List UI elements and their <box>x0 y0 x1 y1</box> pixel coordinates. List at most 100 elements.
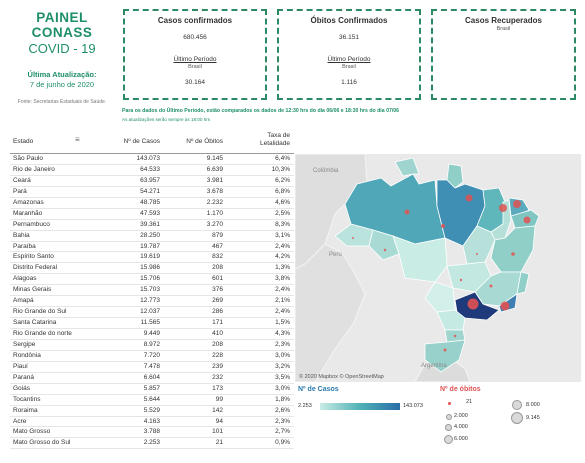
table-row[interactable]: Mato Grosso do Sul 2.253 21 0,9% <box>10 438 294 450</box>
death-bubble[interactable] <box>489 284 493 288</box>
cell-cases: 28.250 <box>140 231 160 239</box>
death-bubble[interactable] <box>383 248 387 252</box>
cell-state: Pernambuco <box>13 220 50 228</box>
cell-state: Paraná <box>13 373 34 381</box>
table-row[interactable]: Maranhão 47.593 1.170 2,5% <box>10 209 294 220</box>
table-row[interactable]: Distrito Federal 15.986 208 1,3% <box>10 263 294 275</box>
table-row[interactable]: Amazonas 48.785 2.232 4,6% <box>10 198 294 209</box>
cell-state: Rio Grande do Sul <box>13 308 67 316</box>
table-row[interactable]: Rio Grande do norte 9.449 410 4,3% <box>10 329 294 340</box>
cell-deaths: 3.270 <box>206 220 223 228</box>
death-bubble[interactable] <box>404 209 410 215</box>
cell-cases: 64.533 <box>140 165 160 173</box>
table-row[interactable]: Espírito Santo 19.619 832 4,2% <box>10 252 294 264</box>
column-header-rate[interactable]: Taxa de Letalidade <box>260 132 290 147</box>
death-bubble[interactable] <box>352 237 354 239</box>
cases-color-scale <box>320 403 400 410</box>
state-rio-grande-do-sul[interactable] <box>424 339 466 373</box>
table-row[interactable]: Pernambuco 39.361 3.270 8,3% <box>10 220 294 231</box>
cell-state: Pará <box>13 187 27 195</box>
table-row[interactable]: Sergipe 8.972 208 2,3% <box>10 340 294 351</box>
cell-deaths: 467 <box>212 242 223 250</box>
cell-deaths: 9.145 <box>206 155 223 162</box>
table-row[interactable]: Bahia 28.250 879 3,1% <box>10 231 294 242</box>
table-row[interactable]: Mato Grosso 3.788 101 2,7% <box>10 427 294 439</box>
cell-rate: 2,6% <box>275 406 290 414</box>
death-bubble[interactable] <box>499 204 507 212</box>
cell-rate: 2,3% <box>275 340 290 348</box>
table-row[interactable]: Rio Grande do Sul 12.037 286 2,4% <box>10 307 294 319</box>
cell-state: Acre <box>13 417 27 425</box>
death-bubble[interactable] <box>459 278 463 282</box>
table-row[interactable]: Roraima 5.529 142 2,6% <box>10 406 294 417</box>
table-row[interactable]: Santa Catarina 11.565 171 1,5% <box>10 318 294 329</box>
update-notice: Para os dados do Último Período, estão c… <box>122 108 562 122</box>
deaths-size-label: 6.000 <box>454 436 468 442</box>
cell-deaths: 142 <box>212 406 223 414</box>
cell-state: Minas Gerais <box>13 286 52 294</box>
table-row[interactable]: Rondônia 7.720 228 3,0% <box>10 351 294 362</box>
death-bubble[interactable] <box>523 216 531 224</box>
table-row[interactable]: São Paulo 143.073 9.145 6,4% <box>10 154 294 165</box>
brazil-map[interactable]: Colômbia Peru Argentina © 2020 Mapbox © … <box>295 154 581 382</box>
state-bahia[interactable] <box>490 225 536 273</box>
cell-deaths: 879 <box>212 231 223 239</box>
state-mato-grosso[interactable] <box>392 235 448 283</box>
death-bubble[interactable] <box>513 200 521 208</box>
table-row[interactable]: Acre 4.163 94 2,3% <box>10 417 294 428</box>
death-bubble[interactable] <box>476 253 478 255</box>
table-row[interactable]: Paraíba 19.787 467 2,4% <box>10 242 294 253</box>
sort-filter-icon[interactable]: ≡ <box>75 135 80 144</box>
death-bubble[interactable] <box>511 252 515 256</box>
cell-state: São Paulo <box>13 155 43 162</box>
table-row[interactable]: Alagoas 15.706 601 3,8% <box>10 274 294 286</box>
cell-cases: 54.271 <box>140 187 160 195</box>
cell-rate: 1,3% <box>275 264 290 272</box>
table-row[interactable]: Paraná 6.604 232 3,5% <box>10 373 294 384</box>
state-espirito-santo[interactable] <box>516 271 530 295</box>
cell-deaths: 832 <box>212 253 223 261</box>
cell-state: Distrito Federal <box>13 264 58 272</box>
cell-rate: 2,4% <box>275 286 290 294</box>
table-row[interactable]: Tocantins 5.644 99 1,8% <box>10 395 294 406</box>
table-row[interactable]: Piauí 7.478 239 3,2% <box>10 362 294 373</box>
column-header-cases[interactable]: Nº de Casos <box>123 138 160 145</box>
cell-deaths: 99 <box>215 395 223 403</box>
cell-deaths: 269 <box>212 297 223 305</box>
state-amapa[interactable] <box>446 163 464 189</box>
state-parana[interactable] <box>436 309 466 331</box>
column-header-deaths[interactable]: Nº de Óbitos <box>186 138 223 145</box>
death-bubble[interactable] <box>465 194 473 202</box>
death-bubble[interactable] <box>453 334 457 338</box>
card-period-value: 30.164 <box>185 79 205 86</box>
table-row[interactable]: Goiás 5.857 173 3,0% <box>10 384 294 395</box>
cell-cases: 143.073 <box>136 155 161 162</box>
cell-state: Espírito Santo <box>13 253 54 261</box>
cell-deaths: 208 <box>212 264 223 272</box>
death-bubble[interactable] <box>500 301 510 311</box>
cell-cases: 12.773 <box>140 297 160 305</box>
cell-rate: 1,5% <box>275 319 290 327</box>
table-row[interactable]: Pará 54.271 3.678 6,8% <box>10 187 294 198</box>
table-row[interactable]: Minas Gerais 15.703 376 2,4% <box>10 285 294 297</box>
size-dot-icon <box>448 402 451 405</box>
cell-state: Rio de Janeiro <box>13 165 55 173</box>
column-header-state[interactable]: Estado <box>13 138 34 145</box>
cell-rate: 3,1% <box>275 231 290 239</box>
cell-deaths: 2.232 <box>206 198 223 206</box>
table-row[interactable]: Amapá 12.773 269 2,1% <box>10 296 294 308</box>
cell-rate: 6,2% <box>275 176 290 184</box>
cell-rate: 3,0% <box>275 351 290 359</box>
card-period-label: Último Período <box>327 56 371 63</box>
map-attribution[interactable]: © 2020 Mapbox © OpenStreetMap <box>299 374 384 380</box>
death-bubble[interactable] <box>441 224 445 228</box>
deaths-size-label: 4.000 <box>454 424 468 430</box>
death-bubble[interactable] <box>443 348 447 352</box>
card-title: Óbitos Confirmados <box>310 16 388 25</box>
table-row[interactable]: Ceará 63.957 3.981 6,2% <box>10 176 294 187</box>
cell-deaths: 1.170 <box>206 209 223 217</box>
death-bubble[interactable] <box>467 298 479 310</box>
state-roraima[interactable] <box>394 157 420 177</box>
table-row[interactable]: Rio de Janeiro 64.533 6.639 10,3% <box>10 165 294 176</box>
cell-rate: 4,6% <box>275 198 290 206</box>
